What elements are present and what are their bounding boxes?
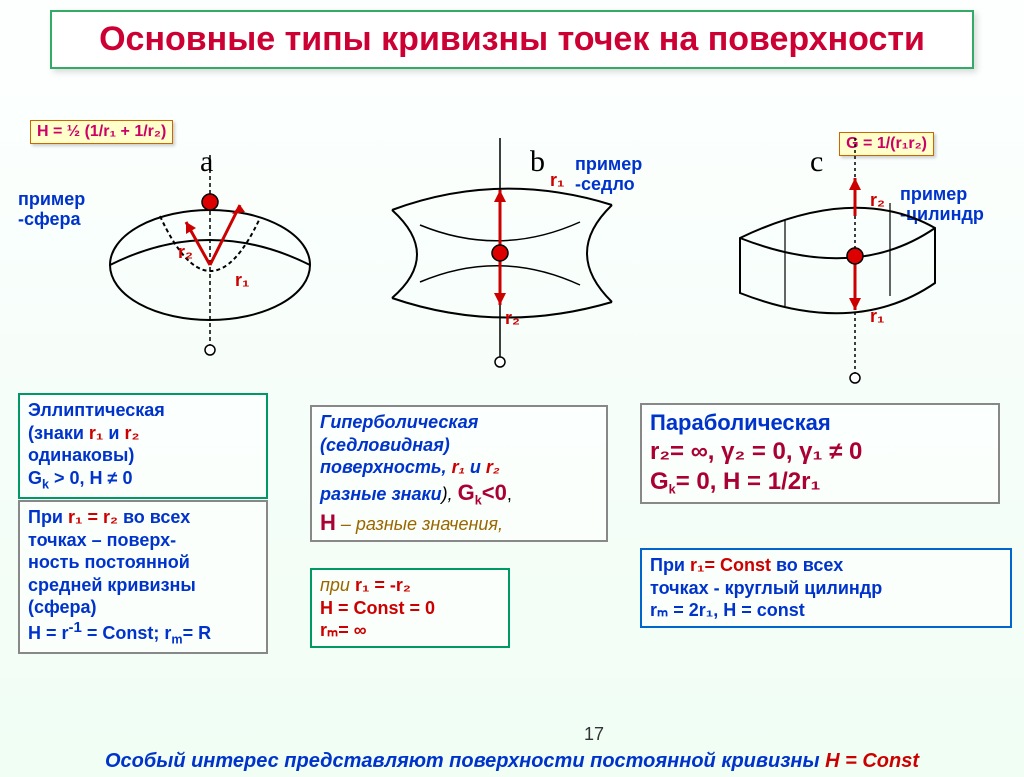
- h2: (седловидная): [320, 435, 450, 455]
- cyl-r1: r₁: [870, 306, 884, 327]
- sphere-case-box: При r₁ = r₂ во всех точках – поверх- нос…: [18, 500, 268, 654]
- p3c: = 0, H = 1/2r₁: [676, 468, 821, 495]
- h4b: ),: [442, 484, 458, 504]
- sc6d: m: [171, 632, 182, 646]
- sc6a: H = r: [28, 623, 69, 643]
- cc3: rₘ = 2r₁, H = const: [650, 600, 805, 620]
- el-l2b: r₁: [89, 423, 103, 443]
- sc2: точках – поверх-: [28, 530, 176, 550]
- cyl-r2: r₂: [870, 190, 885, 211]
- cc1a: При: [650, 555, 690, 575]
- p3a: G: [650, 468, 669, 495]
- el-l4c: > 0, H ≠ 0: [49, 468, 132, 488]
- el-l4b: k: [42, 477, 49, 491]
- h4e: <0: [482, 480, 507, 505]
- diagram-sphere: [90, 150, 330, 370]
- sc1b: r₁ = r₂: [68, 507, 118, 527]
- saddle-r2: r₂: [505, 308, 520, 329]
- cc2: точках - круглый цилиндр: [650, 578, 882, 598]
- sc3: ность постоянной: [28, 552, 190, 572]
- h5b: – разные значения,: [336, 514, 503, 534]
- h1: Гиперболическая: [320, 412, 478, 432]
- h4a: разные знаки: [320, 484, 442, 504]
- h3b: r₁: [452, 457, 465, 477]
- formula-h: H = ½ (1/r₁ + 1/r₂): [30, 120, 173, 144]
- example-sphere: пример -сфера: [18, 190, 85, 230]
- el-l2a: (знаки: [28, 423, 89, 443]
- el-l2c: и: [103, 423, 124, 443]
- diagram-saddle: [360, 130, 640, 370]
- h3d: r₂: [486, 457, 500, 477]
- p1: Параболическая: [650, 410, 831, 435]
- hc2: H = Const = 0: [320, 598, 435, 618]
- elliptic-box: Эллиптическая (знаки r₁ и r₂ одинаковы) …: [18, 393, 268, 499]
- hc1a: при: [320, 575, 355, 595]
- hyper-case-box: при r₁ = -r₂ H = Const = 0 rₘ= ∞: [310, 568, 510, 648]
- p3b: k: [669, 482, 676, 496]
- h3a: поверхность,: [320, 457, 452, 477]
- h3c: и: [465, 457, 486, 477]
- sc1a: При: [28, 507, 68, 527]
- hc3: rₘ= ∞: [320, 620, 367, 640]
- bottom-remark: Особый интерес представляют поверхности …: [0, 750, 1024, 773]
- sphere-r2: r₂: [178, 242, 193, 263]
- hc1b: r₁ = -r₂: [355, 575, 411, 595]
- sc1c: во всех: [118, 507, 190, 527]
- el-l4a: G: [28, 468, 42, 488]
- diagram-cylinder: [690, 128, 950, 388]
- h4d: k: [475, 493, 482, 507]
- cyl-case-box: При r₁= Const во всех точках - круглый ц…: [640, 548, 1012, 628]
- page-number: 17: [584, 724, 604, 745]
- el-l2d: r₂: [124, 423, 139, 443]
- p2: r₂= ∞, γ₂ = 0, γ₁ ≠ 0: [650, 438, 862, 465]
- parab-box: Параболическая r₂= ∞, γ₂ = 0, γ₁ ≠ 0 Gk=…: [640, 403, 1000, 504]
- el-l3: одинаковы): [28, 445, 134, 465]
- hyper-box: Гиперболическая (седловидная) поверхност…: [310, 405, 608, 542]
- el-l1: Эллиптическая: [28, 400, 165, 420]
- cc1c: во всех: [771, 555, 843, 575]
- saddle-r1: r₁: [550, 170, 564, 191]
- h4c: G: [458, 480, 475, 505]
- cc1b: r₁= Const: [690, 555, 771, 575]
- sphere-r1: r₁: [235, 270, 249, 291]
- sc5: (сфера): [28, 597, 97, 617]
- sc4: средней кривизны: [28, 575, 196, 595]
- sc6c: = Const; r: [82, 623, 172, 643]
- sc6e: = R: [183, 623, 212, 643]
- sc6b: -1: [69, 619, 82, 636]
- page-title: Основные типы кривизны точек на поверхно…: [50, 10, 974, 69]
- h5a: H: [320, 510, 336, 535]
